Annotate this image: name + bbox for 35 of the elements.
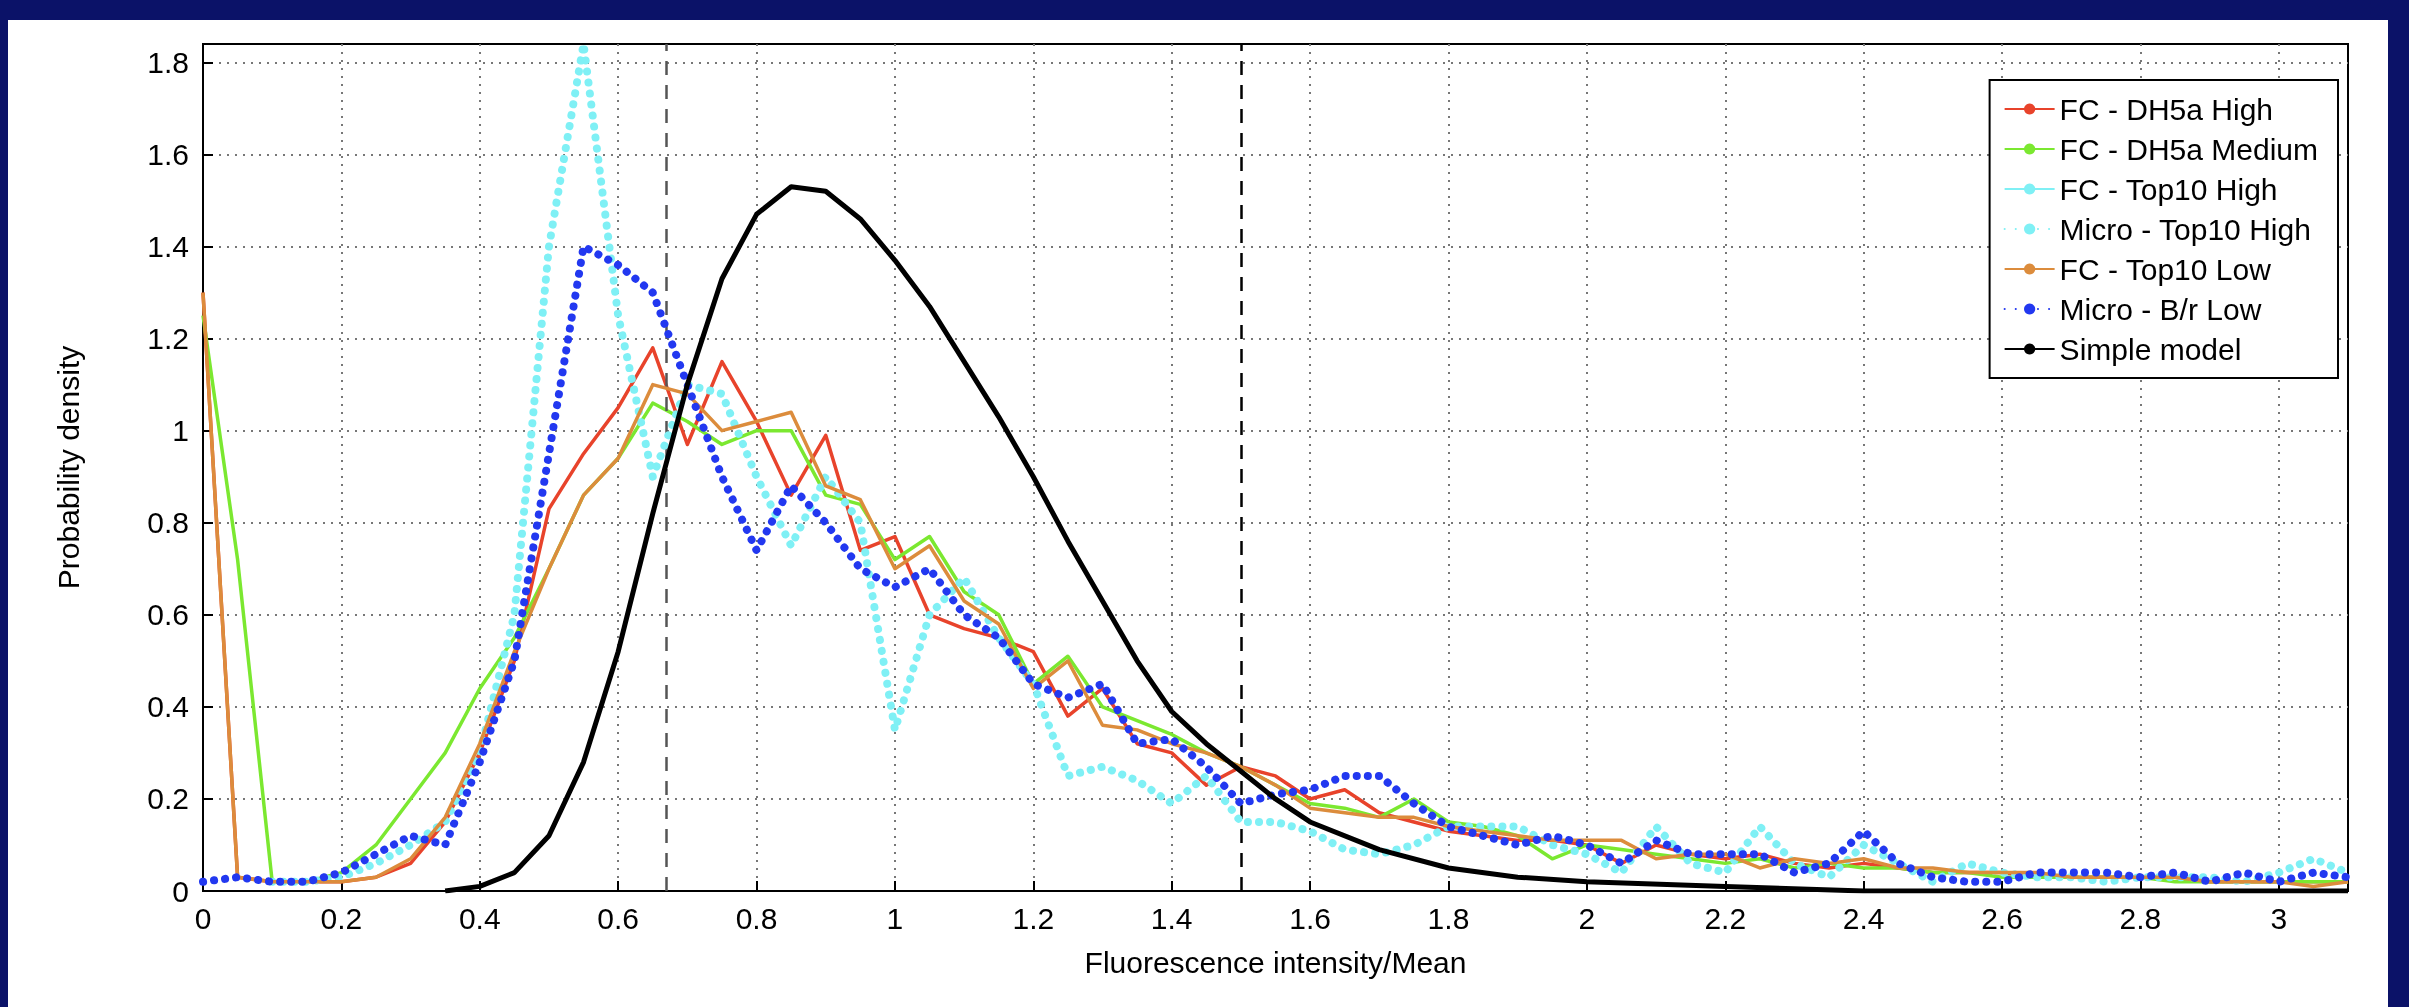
x-tick-label: 1 xyxy=(886,901,904,935)
y-axis-title: Probability density xyxy=(51,345,85,590)
x-tick-label: 3 xyxy=(2270,901,2288,935)
x-axis-title: Fluorescence intensity/Mean xyxy=(1084,945,1467,979)
x-tick-label: 2.6 xyxy=(1981,901,2023,935)
x-tick-label: 1.8 xyxy=(1427,901,1470,935)
y-tick-label: 1.6 xyxy=(147,137,189,171)
legend-label: FC - DH5a High xyxy=(2059,92,2274,126)
x-tick-label: 0.8 xyxy=(735,901,778,935)
x-tick-label: 2.4 xyxy=(1842,901,1885,935)
x-tick-label: 0 xyxy=(194,901,212,935)
x-tick-label: 2.8 xyxy=(2119,901,2162,935)
x-tick-label: 1.4 xyxy=(1150,901,1193,935)
y-tick-label: 1.8 xyxy=(147,45,189,79)
x-tick-label: 0.4 xyxy=(458,901,501,935)
y-tick-label: 0.2 xyxy=(147,782,189,816)
y-tick-label: 0.6 xyxy=(147,598,189,632)
y-tick-label: 1 xyxy=(172,414,189,448)
x-tick-label: 0.6 xyxy=(597,901,640,935)
legend-label: FC - DH5a Medium xyxy=(2059,132,2319,166)
legend-label: FC - Top10 High xyxy=(2059,172,2278,206)
x-tick-label: 2 xyxy=(1578,901,1596,935)
x-tick-label: 1.2 xyxy=(1012,901,1055,935)
legend-label: Micro - B/r Low xyxy=(2059,292,2262,326)
legend-label: Simple model xyxy=(2059,332,2242,366)
y-tick-label: 0.4 xyxy=(147,690,189,724)
x-tick-label: 1.6 xyxy=(1289,901,1331,935)
legend-label: FC - Top10 Low xyxy=(2059,252,2272,286)
y-tick-label: 1.2 xyxy=(147,322,189,356)
y-tick-label: 1.4 xyxy=(147,230,189,264)
y-tick-label: 0 xyxy=(172,874,189,908)
legend-label: Micro - Top10 High xyxy=(2059,212,2311,246)
x-tick-label: 0.2 xyxy=(320,901,363,935)
x-tick-label: 2.2 xyxy=(1704,901,1747,935)
y-tick-label: 0.8 xyxy=(147,506,189,540)
